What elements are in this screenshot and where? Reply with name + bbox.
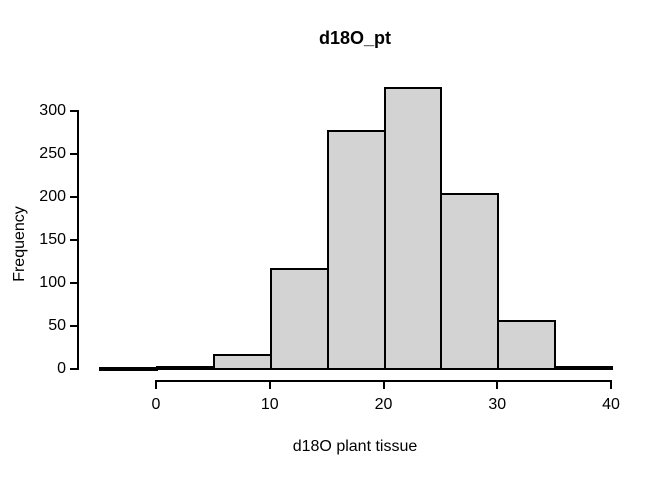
histogram-bar <box>212 353 272 371</box>
y-axis-tick <box>70 109 77 112</box>
histogram-bar <box>269 268 329 371</box>
y-axis-tick <box>70 238 77 241</box>
plot-title: d18O_pt <box>318 28 392 48</box>
histogram-bar <box>497 319 557 371</box>
y-tick-label: 200 <box>39 187 66 205</box>
x-axis-tick <box>610 380 612 389</box>
x-tick-label: 40 <box>602 396 620 413</box>
y-axis-tick <box>70 195 77 198</box>
y-tick-label: 100 <box>39 274 66 292</box>
x-tick-label: 10 <box>260 396 279 413</box>
histogram-bar <box>326 129 386 371</box>
y-tick-label: 150 <box>39 230 66 248</box>
histogram-bar <box>554 366 613 371</box>
x-tick-label: 30 <box>488 396 507 413</box>
y-axis-line <box>77 109 79 371</box>
x-axis-tick <box>382 380 385 389</box>
x-axis-tick <box>155 380 157 389</box>
y-tick-label: 50 <box>48 317 66 335</box>
y-tick-label: 250 <box>39 144 66 162</box>
histogram-bar <box>383 87 443 371</box>
y-axis-tick <box>70 368 77 371</box>
y-axis-label: Frequency <box>11 206 28 282</box>
x-axis-tick <box>268 380 271 389</box>
histogram-bar <box>440 193 500 371</box>
y-axis-tick <box>70 282 77 285</box>
histogram-bar <box>99 367 158 372</box>
y-tick-label: 300 <box>39 101 66 119</box>
histogram-bar <box>156 365 215 371</box>
x-tick-label: 20 <box>374 396 393 413</box>
y-axis-tick <box>70 152 77 155</box>
x-tick-label: 0 <box>151 396 161 413</box>
x-axis-label: d18O plant tissue <box>292 438 418 455</box>
x-axis-tick <box>496 380 499 389</box>
y-axis-tick <box>70 325 77 328</box>
y-tick-label: 0 <box>57 360 66 378</box>
